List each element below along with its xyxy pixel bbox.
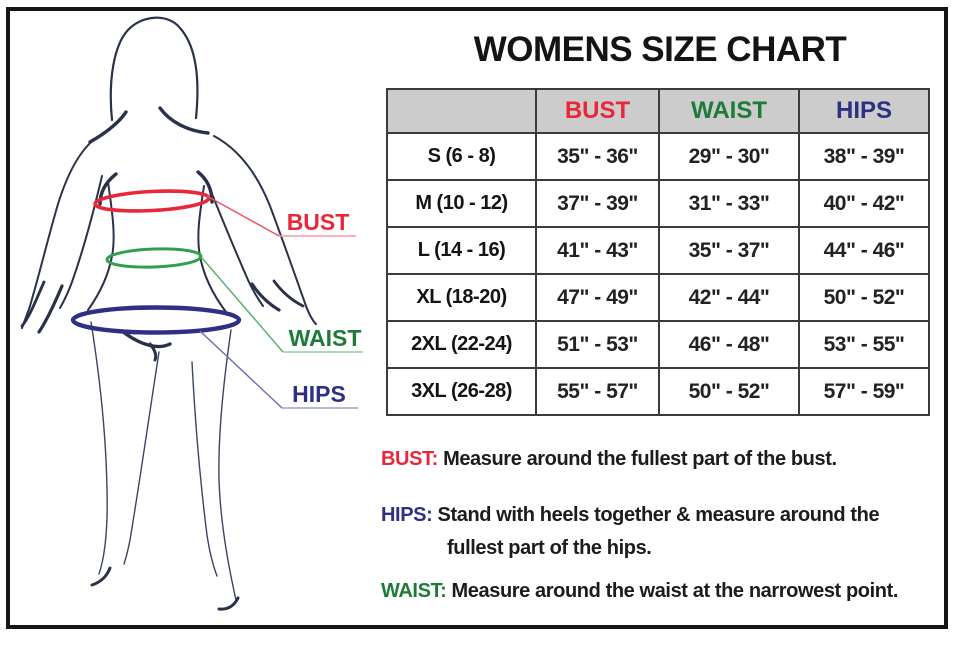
woman-outline-illustration: BUST WAIST HIPS bbox=[20, 16, 363, 611]
header-hips: HIPS bbox=[798, 88, 930, 134]
hips-value: 40" - 42" bbox=[798, 179, 930, 228]
bust-leader-line bbox=[206, 195, 280, 237]
page-title: WOMENS SIZE CHART bbox=[473, 30, 847, 69]
left-foot bbox=[90, 566, 112, 587]
hips-note-text: Stand with heels together & measure arou… bbox=[437, 504, 880, 526]
bust-note-term: BUST: bbox=[381, 448, 438, 470]
table-row: S (6 - 8) 35" - 36" 29" - 30" 38" - 39" bbox=[386, 132, 930, 181]
size-label: M (10 - 12) bbox=[386, 179, 537, 228]
size-label: L (14 - 16) bbox=[386, 226, 537, 275]
waist-note-term: WAIST: bbox=[381, 580, 447, 602]
hips-band bbox=[70, 305, 242, 335]
hips-value: 53" - 55" bbox=[798, 320, 930, 369]
hips-value: 57" - 59" bbox=[798, 367, 930, 416]
hips-note: HIPS: Stand with heels together & measur… bbox=[381, 504, 880, 560]
waist-note-text: Measure around the waist at the narrowes… bbox=[451, 580, 899, 602]
head-hair-outline bbox=[109, 16, 199, 122]
figure-waist-label: WAIST bbox=[289, 325, 362, 351]
bust-note: BUST: Measure around the fullest part of… bbox=[381, 448, 837, 471]
size-table: BUST WAIST HIPS S (6 - 8) 35" - 36" 29" … bbox=[386, 88, 930, 416]
bust-value: 55" - 57" bbox=[535, 367, 660, 416]
waist-value: 46" - 48" bbox=[658, 320, 800, 369]
waist-value: 29" - 30" bbox=[658, 132, 800, 181]
waist-value: 50" - 52" bbox=[658, 367, 800, 416]
table-row: XL (18-20) 47" - 49" 42" - 44" 50" - 52" bbox=[386, 273, 930, 322]
left-arm-inner bbox=[59, 175, 103, 309]
waist-band bbox=[105, 247, 203, 269]
size-label: XL (18-20) bbox=[386, 273, 537, 322]
right-leg-inner bbox=[191, 361, 218, 577]
size-label: 2XL (22-24) bbox=[386, 320, 537, 369]
bust-value: 37" - 39" bbox=[535, 179, 660, 228]
table-header-row: BUST WAIST HIPS bbox=[386, 88, 930, 134]
waist-note: WAIST: Measure around the waist at the n… bbox=[381, 580, 898, 603]
left-arm-outer bbox=[21, 137, 97, 329]
hip-crease-hook bbox=[148, 342, 158, 362]
bust-note-text: Measure around the fullest part of the b… bbox=[443, 448, 837, 470]
right-leg-outer bbox=[218, 329, 237, 601]
right-arm-outer bbox=[213, 135, 317, 325]
table-row: 3XL (26-28) 55" - 57" 50" - 52" 57" - 59… bbox=[386, 367, 930, 416]
waist-value: 31" - 33" bbox=[658, 179, 800, 228]
left-hand-flick-2 bbox=[37, 284, 64, 334]
hips-value: 38" - 39" bbox=[798, 132, 930, 181]
hip-crease-accent bbox=[120, 329, 172, 349]
right-foot bbox=[217, 596, 240, 611]
left-leg-inner bbox=[123, 351, 160, 565]
figure-bust-label: BUST bbox=[287, 209, 350, 235]
hair-flip-right bbox=[158, 106, 210, 135]
figure-hips-label: HIPS bbox=[292, 381, 346, 407]
table-row: M (10 - 12) 37" - 39" 31" - 33" 40" - 42… bbox=[386, 179, 930, 228]
hips-note-term: HIPS: bbox=[381, 504, 433, 526]
waist-value: 35" - 37" bbox=[658, 226, 800, 275]
bust-band bbox=[93, 189, 211, 213]
table-row: L (14 - 16) 41" - 43" 35" - 37" 44" - 46… bbox=[386, 226, 930, 275]
size-label: S (6 - 8) bbox=[386, 132, 537, 181]
hips-value: 44" - 46" bbox=[798, 226, 930, 275]
waist-leader-line bbox=[201, 257, 284, 353]
header-waist: WAIST bbox=[658, 88, 800, 134]
size-label: 3XL (26-28) bbox=[386, 367, 537, 416]
hips-value: 50" - 52" bbox=[798, 273, 930, 322]
header-bust: BUST bbox=[535, 88, 660, 134]
table-row: 2XL (22-24) 51" - 53" 46" - 48" 53" - 55… bbox=[386, 320, 930, 369]
hips-note-text-line2: fullest part of the hips. bbox=[447, 537, 652, 559]
header-size bbox=[386, 88, 537, 134]
bust-value: 35" - 36" bbox=[535, 132, 660, 181]
right-arm-inner bbox=[207, 183, 264, 307]
right-hand-flick-2 bbox=[272, 279, 305, 308]
right-hand-flick-1 bbox=[250, 282, 281, 312]
hips-leader-line bbox=[199, 330, 283, 409]
bust-value: 51" - 53" bbox=[535, 320, 660, 369]
left-hand-flick-1 bbox=[20, 280, 46, 328]
waist-value: 42" - 44" bbox=[658, 273, 800, 322]
bust-value: 47" - 49" bbox=[535, 273, 660, 322]
left-leg-outer bbox=[90, 321, 108, 575]
bust-value: 41" - 43" bbox=[535, 226, 660, 275]
measurement-figure: BUST WAIST HIPS bbox=[0, 0, 380, 640]
